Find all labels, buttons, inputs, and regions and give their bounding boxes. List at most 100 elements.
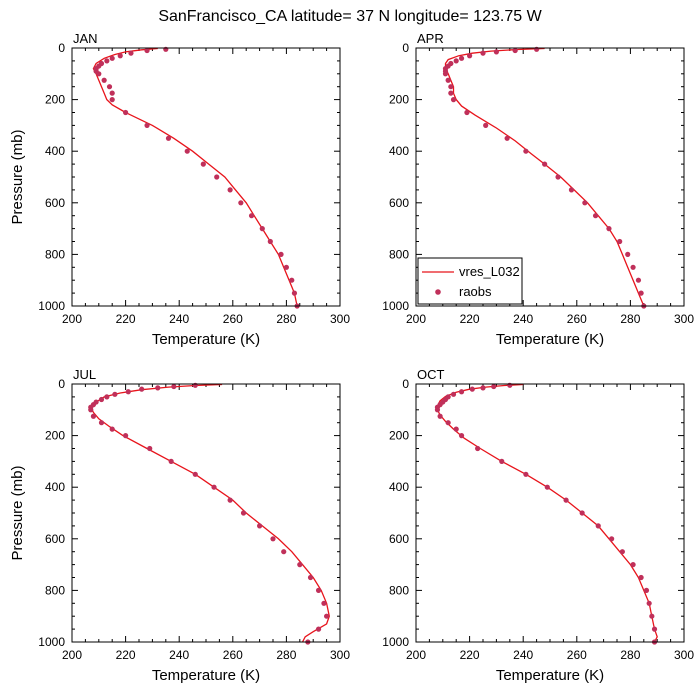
raobs-point bbox=[437, 413, 443, 419]
raobs-point bbox=[270, 536, 276, 542]
raobs-point bbox=[163, 46, 169, 52]
raobs-point bbox=[291, 290, 298, 296]
y-tick-label: 600 bbox=[389, 196, 409, 210]
y-tick-label: 1000 bbox=[38, 299, 65, 313]
raobs-point bbox=[109, 97, 115, 103]
raobs-point bbox=[534, 46, 540, 52]
raobs-point bbox=[563, 497, 569, 503]
plot-frame bbox=[71, 383, 341, 643]
panels: 200 220 240 260 280 300 0 200 400 600 800 1000 JAN Te… bbox=[9, 31, 694, 684]
raobs-point bbox=[450, 391, 457, 397]
y-tick-label: 1000 bbox=[382, 635, 409, 649]
raobs-point bbox=[568, 187, 575, 193]
raobs-point bbox=[475, 445, 481, 452]
raobs-point bbox=[544, 484, 550, 490]
x-tick-label: 300 bbox=[674, 648, 694, 662]
series-line-vres_L032 bbox=[436, 384, 658, 642]
x-tick-label: 220 bbox=[460, 648, 480, 662]
raobs-point bbox=[96, 71, 102, 77]
raobs-point bbox=[88, 407, 94, 413]
x-tick-label: 240 bbox=[169, 648, 189, 662]
raobs-point bbox=[90, 413, 97, 419]
raobs-point bbox=[168, 458, 174, 464]
raobs-point bbox=[483, 122, 489, 128]
raobs-point bbox=[267, 238, 273, 245]
x-tick-label: 240 bbox=[513, 648, 533, 662]
raobs-point bbox=[512, 47, 518, 54]
raobs-point bbox=[200, 161, 206, 167]
x-tick-label: 220 bbox=[460, 312, 480, 326]
raobs-point bbox=[98, 396, 105, 403]
figure-title: SanFrancisco_CA latitude= 37 N longitude… bbox=[158, 8, 542, 25]
raobs-point bbox=[248, 213, 255, 219]
raobs-point bbox=[592, 213, 599, 219]
panel-apr: 200 220 240 260 280 300 0 200 400 600 800 1000 APR Te… bbox=[382, 31, 694, 348]
raobs-point bbox=[493, 49, 499, 55]
x-tick-label: 200 bbox=[62, 648, 82, 662]
x-tick-label: 260 bbox=[567, 648, 587, 662]
raobs-point bbox=[139, 386, 145, 392]
raobs-point bbox=[458, 433, 465, 439]
y-axis-title: Pressure (mb) bbox=[9, 129, 26, 224]
raobs-point bbox=[442, 71, 449, 77]
raobs-point bbox=[649, 613, 655, 619]
x-tick-label: 300 bbox=[330, 312, 350, 326]
raobs-point bbox=[155, 385, 161, 391]
raobs-point bbox=[617, 238, 623, 245]
raobs-point bbox=[448, 90, 454, 96]
raobs-point bbox=[595, 523, 601, 529]
raobs-point bbox=[458, 389, 465, 395]
x-tick-label: 240 bbox=[169, 312, 189, 326]
raobs-point bbox=[192, 382, 198, 388]
panel-label: APR bbox=[417, 31, 444, 46]
y-tick-label: 800 bbox=[389, 583, 409, 597]
raobs-point bbox=[609, 536, 615, 542]
raobs-point bbox=[227, 497, 233, 503]
raobs-point bbox=[434, 407, 441, 413]
x-tick-label: 260 bbox=[223, 648, 243, 662]
raobs-point bbox=[458, 55, 465, 61]
raobs-point bbox=[504, 135, 510, 141]
x-tick-label: 260 bbox=[223, 312, 243, 326]
y-tick-label: 200 bbox=[45, 429, 65, 443]
legend-box bbox=[417, 257, 523, 305]
y-tick-label: 600 bbox=[389, 532, 409, 546]
plot-frame bbox=[415, 383, 685, 643]
raobs-point bbox=[171, 383, 177, 390]
plot-frame bbox=[71, 47, 341, 307]
x-axis-title: Temperature (K) bbox=[496, 331, 604, 348]
x-axis-title: Temperature (K) bbox=[496, 667, 604, 684]
raobs-point bbox=[635, 277, 642, 283]
raobs-point bbox=[104, 394, 110, 400]
raobs-point bbox=[523, 471, 529, 477]
series-line-vres_L032 bbox=[92, 48, 298, 306]
raobs-point bbox=[128, 50, 134, 56]
raobs-point bbox=[211, 484, 217, 490]
raobs-point bbox=[112, 391, 118, 397]
raobs-point bbox=[582, 200, 588, 206]
raobs-point bbox=[469, 386, 475, 392]
x-axis-title: Temperature (K) bbox=[152, 331, 260, 348]
raobs-point bbox=[227, 187, 233, 193]
raobs-point bbox=[630, 264, 636, 270]
raobs-point bbox=[144, 47, 150, 54]
y-tick-label: 0 bbox=[58, 377, 65, 391]
raobs-point bbox=[238, 200, 244, 206]
y-tick-label: 200 bbox=[389, 429, 409, 443]
raobs-point bbox=[184, 148, 190, 154]
raobs-point bbox=[117, 53, 123, 59]
raobs-point bbox=[147, 445, 153, 452]
x-tick-label: 260 bbox=[567, 312, 587, 326]
y-tick-label: 400 bbox=[389, 480, 409, 494]
raobs-point bbox=[555, 174, 561, 180]
raobs-point bbox=[123, 109, 129, 116]
raobs-point bbox=[259, 226, 265, 232]
raobs-point bbox=[315, 587, 322, 594]
raobs-point bbox=[289, 277, 295, 283]
raobs-point bbox=[625, 251, 631, 257]
raobs-point bbox=[445, 77, 451, 83]
x-tick-label: 240 bbox=[513, 312, 533, 326]
y-tick-label: 600 bbox=[45, 196, 65, 210]
raobs-point bbox=[281, 549, 287, 555]
raobs-point bbox=[324, 613, 330, 619]
